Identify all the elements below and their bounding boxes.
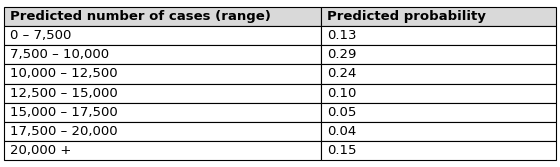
- Bar: [4, 64, 321, 84]
- Bar: [321, 64, 556, 84]
- Text: 12,500 – 15,000: 12,500 – 15,000: [10, 87, 118, 100]
- Bar: [321, 141, 556, 160]
- Bar: [321, 45, 556, 64]
- Text: 0.05: 0.05: [327, 106, 356, 119]
- Text: 0.13: 0.13: [327, 29, 356, 42]
- Text: Predicted number of cases (range): Predicted number of cases (range): [10, 10, 271, 23]
- Bar: [4, 7, 321, 26]
- Text: 0.15: 0.15: [327, 144, 356, 157]
- Bar: [321, 84, 556, 103]
- Bar: [321, 7, 556, 26]
- Bar: [4, 122, 321, 141]
- Text: 0 – 7,500: 0 – 7,500: [10, 29, 72, 42]
- Bar: [321, 103, 556, 122]
- Text: 15,000 – 17,500: 15,000 – 17,500: [10, 106, 118, 119]
- Bar: [4, 26, 321, 45]
- Bar: [321, 26, 556, 45]
- Bar: [4, 84, 321, 103]
- Text: 0.29: 0.29: [327, 48, 356, 61]
- Bar: [321, 122, 556, 141]
- Bar: [4, 45, 321, 64]
- Text: 7,500 – 10,000: 7,500 – 10,000: [10, 48, 109, 61]
- Bar: [4, 103, 321, 122]
- Text: 0.24: 0.24: [327, 67, 356, 80]
- Text: Predicted probability: Predicted probability: [327, 10, 486, 23]
- Text: 0.04: 0.04: [327, 125, 356, 138]
- Text: 10,000 – 12,500: 10,000 – 12,500: [10, 67, 118, 80]
- Text: 0.10: 0.10: [327, 87, 356, 100]
- Text: 20,000 +: 20,000 +: [10, 144, 72, 157]
- Bar: [4, 141, 321, 160]
- Text: 17,500 – 20,000: 17,500 – 20,000: [10, 125, 118, 138]
